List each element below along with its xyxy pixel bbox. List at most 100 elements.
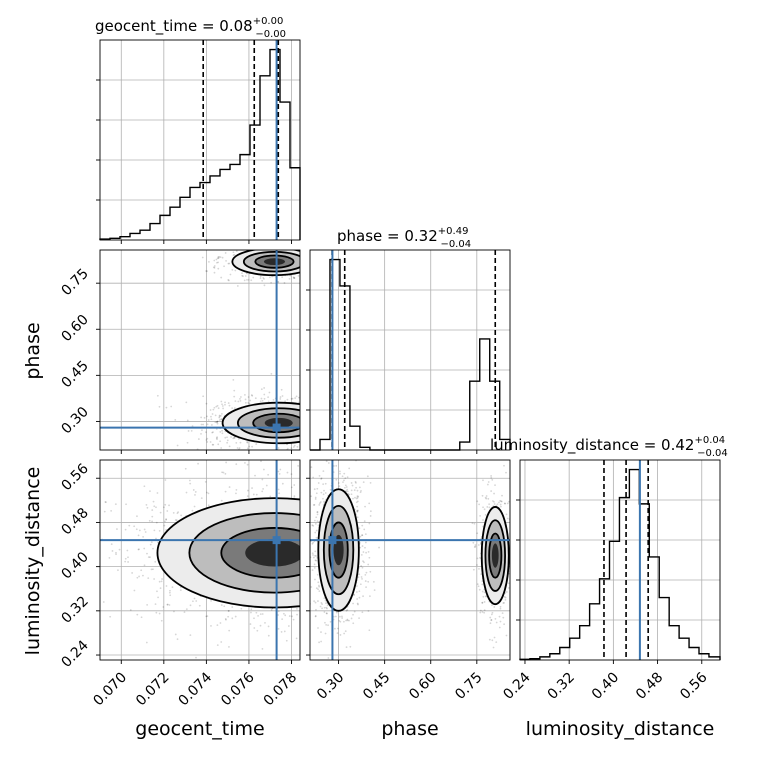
sample-point <box>400 507 402 509</box>
sample-point <box>218 416 221 419</box>
sample-point <box>173 610 175 613</box>
sample-point <box>216 420 219 423</box>
sample-point <box>221 405 224 407</box>
sample-point <box>344 630 347 633</box>
sample-point <box>228 262 231 265</box>
sample-point <box>306 562 308 564</box>
sample-point <box>233 407 236 409</box>
sample-point <box>314 572 316 574</box>
sample-point <box>343 479 345 482</box>
sample-point <box>361 611 364 614</box>
sample-point <box>250 608 253 611</box>
sample-point <box>373 573 375 575</box>
sample-point <box>495 621 498 624</box>
sample-point <box>516 494 518 496</box>
sample-point <box>414 548 416 550</box>
sample-point <box>504 502 506 505</box>
sample-point <box>323 280 325 282</box>
sample-point <box>306 257 308 259</box>
sample-point <box>305 494 307 496</box>
sample-point <box>220 400 223 403</box>
sample-point <box>283 282 286 284</box>
sample-point <box>310 417 312 419</box>
sample-point <box>273 242 275 244</box>
sample-point <box>263 397 266 400</box>
sample-point <box>305 416 307 418</box>
sample-point <box>390 571 392 573</box>
sample-point <box>314 554 316 557</box>
sample-point <box>304 418 306 420</box>
sample-point <box>302 502 304 504</box>
sample-point <box>260 248 262 250</box>
sample-point <box>215 405 218 408</box>
sample-point <box>505 513 508 516</box>
sample-point <box>323 426 325 428</box>
sample-point <box>359 621 361 623</box>
sample-point <box>246 278 248 281</box>
sample-point <box>268 391 271 394</box>
sample-point <box>410 511 412 513</box>
sample-point <box>357 434 359 436</box>
sample-point <box>315 587 318 590</box>
sample-point <box>368 419 370 421</box>
sample-point <box>256 629 259 632</box>
sample-point <box>314 433 316 435</box>
sample-point <box>352 622 355 625</box>
sample-point <box>325 266 327 268</box>
sample-point <box>224 252 227 254</box>
sample-point <box>406 547 408 549</box>
sample-point <box>343 472 346 475</box>
sample-point <box>373 417 375 419</box>
sample-point <box>504 598 507 601</box>
sample-point <box>315 536 318 539</box>
sample-point <box>251 487 253 489</box>
sample-point <box>233 389 236 392</box>
sample-point <box>224 436 227 439</box>
sample-point <box>319 501 322 503</box>
sample-point <box>335 478 338 481</box>
sample-point <box>189 604 192 607</box>
sample-point <box>295 637 298 640</box>
sample-point <box>210 625 212 627</box>
sample-point <box>205 439 208 441</box>
sample-point <box>367 555 369 557</box>
sample-point <box>307 560 309 562</box>
sample-point <box>307 571 309 573</box>
sample-point <box>81 548 83 550</box>
sample-point <box>159 587 162 590</box>
sample-point <box>314 531 317 534</box>
sample-point <box>259 275 262 278</box>
sample-point <box>323 500 325 503</box>
sample-point <box>407 577 409 579</box>
sample-point <box>305 420 307 422</box>
sample-point <box>387 572 389 574</box>
sample-point <box>222 471 225 474</box>
sample-point <box>202 395 205 398</box>
sample-point <box>323 264 325 266</box>
sample-point <box>242 275 244 278</box>
sample-point <box>250 243 252 245</box>
sample-point <box>317 598 319 600</box>
sample-point <box>318 584 320 587</box>
sample-point <box>307 392 309 394</box>
sample-point <box>307 439 309 441</box>
sample-point <box>392 563 394 565</box>
sample-point <box>153 529 156 532</box>
sample-point <box>241 274 244 277</box>
sample-point <box>314 615 317 617</box>
sample-point <box>263 235 265 237</box>
sample-point <box>195 600 198 602</box>
sample-point <box>325 411 327 413</box>
sample-point <box>490 619 493 622</box>
sample-point <box>176 638 179 641</box>
sample-point <box>348 626 350 628</box>
sample-point <box>285 452 287 454</box>
sample-point <box>250 247 252 249</box>
x-tick-label: 0.45 <box>360 670 393 703</box>
sample-point <box>311 408 313 410</box>
sample-point <box>255 611 258 614</box>
sample-point <box>179 589 182 591</box>
sample-point <box>324 406 326 408</box>
sample-point <box>369 595 371 598</box>
sample-point <box>268 276 271 279</box>
